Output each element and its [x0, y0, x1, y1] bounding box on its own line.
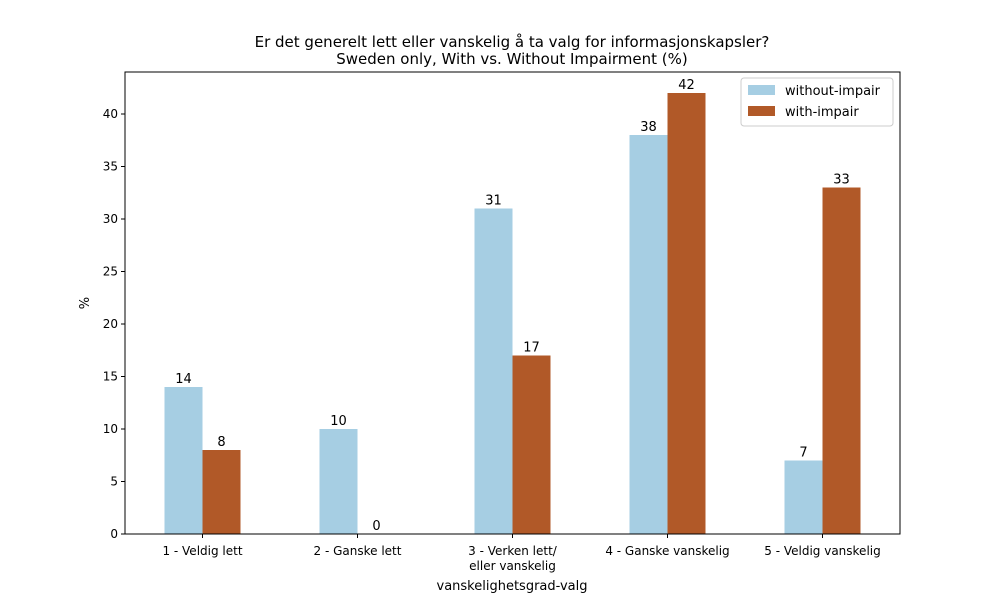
legend-label-with-impair: with-impair: [785, 105, 859, 120]
bar-with-impair-4: [822, 187, 861, 534]
x-tick-label: 2 - Ganske lett: [314, 544, 402, 558]
y-tick-label: 25: [103, 265, 118, 279]
chart-subtitle: Sweden only, With vs. Without Impairment…: [336, 50, 688, 68]
data-label-with-impair-3: 42: [678, 78, 695, 93]
x-tick-label: 5 - Veldig vanskelig: [764, 544, 880, 558]
x-tick-label: 4 - Ganske vanskelig: [605, 544, 729, 558]
bar-without-impair-1: [319, 429, 358, 534]
legend-box: [740, 77, 894, 127]
data-label-without-impair-0: 14: [175, 372, 192, 387]
x-tick-label: 3 - Verken lett/: [468, 544, 558, 558]
y-tick-label: 15: [103, 370, 118, 384]
y-tick-label: 40: [103, 107, 118, 121]
x-tick-label: 1 - Veldig lett: [162, 544, 242, 558]
legend: without-impair with-impair: [740, 77, 894, 127]
bar-with-impair-0: [202, 450, 241, 534]
legend-swatch-without-impair: [748, 85, 775, 95]
data-label-without-impair-3: 38: [640, 120, 657, 135]
legend-swatch-with-impair: [748, 106, 775, 116]
data-label-with-impair-1: 0: [372, 519, 380, 534]
data-label-with-impair-0: 8: [217, 435, 225, 450]
bar-with-impair-3: [667, 93, 706, 534]
data-label-without-impair-4: 7: [799, 446, 807, 461]
x-axis-label: vanskelighetsgrad-valg: [437, 579, 588, 594]
data-label-without-impair-1: 10: [330, 414, 347, 429]
legend-label-without-impair: without-impair: [785, 84, 881, 99]
bar-without-impair-4: [784, 460, 823, 534]
bar-without-impair-0: [164, 387, 203, 534]
x-tick-label: eller vanskelig: [469, 559, 556, 573]
bar-without-impair-3: [629, 135, 668, 534]
y-tick-label: 10: [103, 422, 118, 436]
data-label-with-impair-2: 17: [523, 341, 540, 356]
plot-area: 14 10 31 38 7 8 0 17 42 33 0 5 10 15 20 25 30 35 40 1 - Vel…: [103, 71, 901, 573]
data-label-without-impair-2: 31: [485, 194, 502, 209]
chart-title: Er det generelt lett eller vanskelig å t…: [255, 33, 770, 51]
y-tick-label: 30: [103, 212, 118, 226]
y-axis-label: %: [78, 297, 93, 309]
y-tick-label: 35: [103, 160, 118, 174]
y-tick-label: 0: [110, 527, 118, 541]
bar-with-impair-2: [512, 355, 551, 534]
bar-without-impair-2: [474, 208, 513, 534]
data-label-with-impair-4: 33: [833, 173, 850, 188]
y-tick-label: 5: [110, 475, 118, 489]
y-tick-label: 20: [103, 317, 118, 331]
